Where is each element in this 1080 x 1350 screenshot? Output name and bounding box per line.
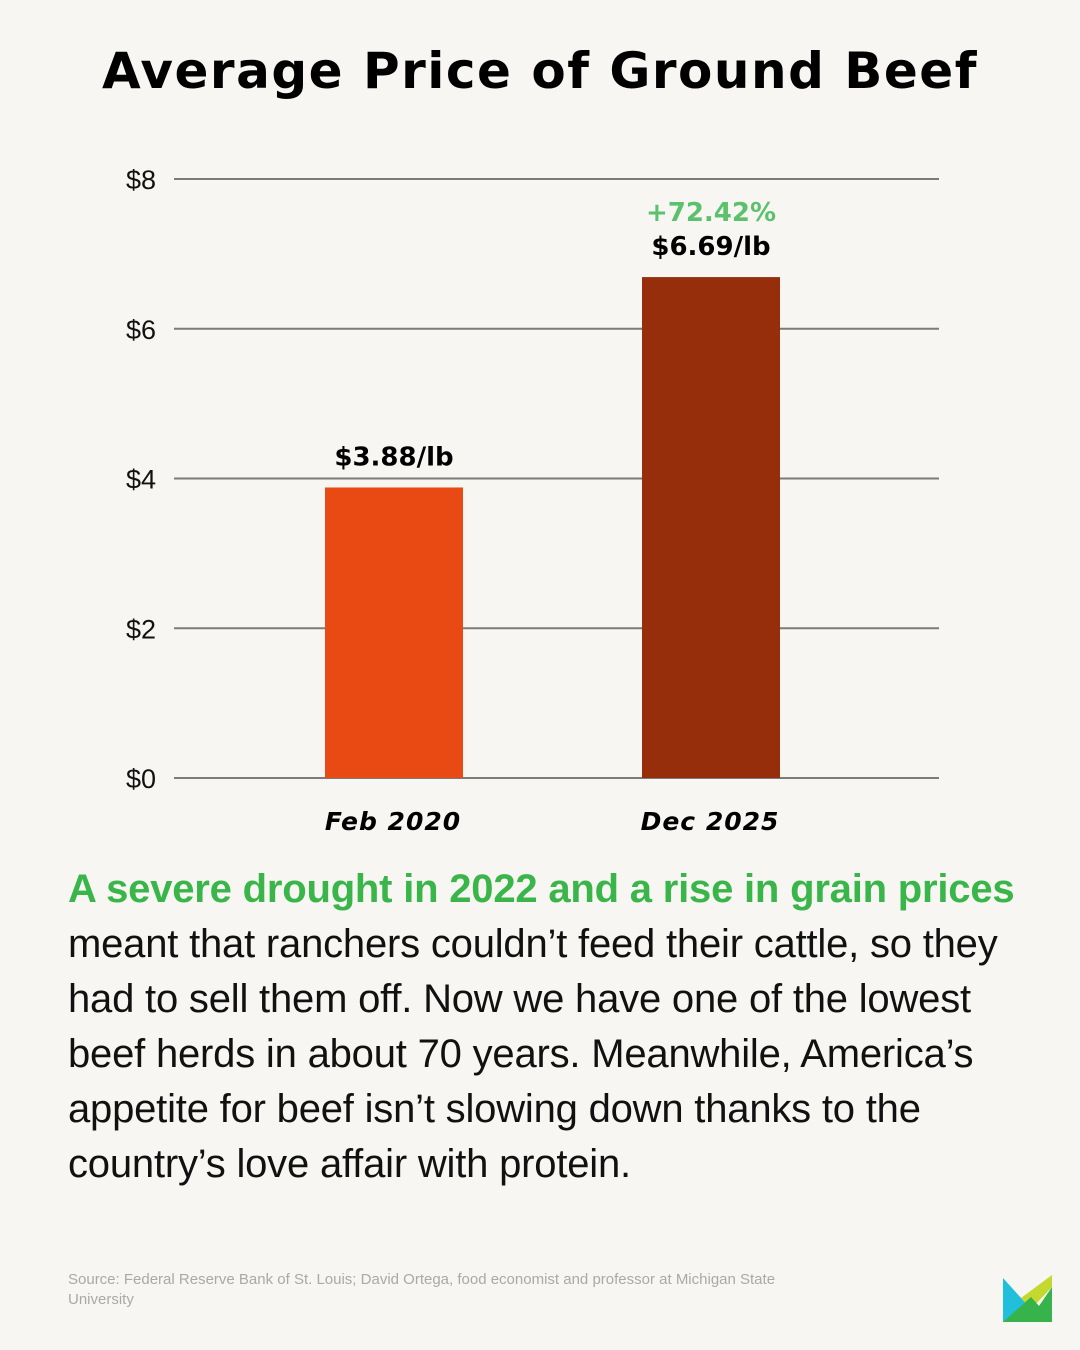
data-labels: $3.88/lb $6.69/lb +72.42% [334,198,776,472]
x-tick-label: Dec 2025 [641,807,780,836]
x-axis-ticks: Feb 2020 Dec 2025 [325,807,780,836]
x-tick-label: Feb 2020 [325,807,461,836]
chart-title: Average Price of Ground Beef [102,42,978,100]
y-tick-label: $0 [126,764,156,794]
body-paragraph: A severe drought in 2022 and a rise in g… [68,862,1028,1192]
bar-chart: $0 $2 $4 $6 $8 $3.88/lb $6.69/lb +72.42% Feb 2… [126,165,939,836]
bar-dec-2025 [642,277,780,778]
y-tick-label: $2 [126,614,156,644]
body-highlight: A severe drought in 2022 and a rise in g… [68,867,1015,911]
y-axis-ticks: $0 $2 $4 $6 $8 [126,165,156,794]
bars [325,277,780,778]
bar-feb-2020 [325,487,463,778]
data-label: $3.88/lb [334,442,453,472]
data-label: $6.69/lb [651,232,770,262]
body-text: meant that ranchers couldn’t feed their … [68,922,998,1186]
gridlines [174,178,939,779]
y-tick-label: $8 [126,165,156,195]
y-tick-label: $4 [126,465,156,495]
source-note: Source: Federal Reserve Bank of St. Loui… [68,1271,776,1308]
y-tick-label: $6 [126,315,156,345]
brand-m-logo-icon [1003,1275,1052,1322]
percent-change-label: +72.42% [646,198,776,228]
